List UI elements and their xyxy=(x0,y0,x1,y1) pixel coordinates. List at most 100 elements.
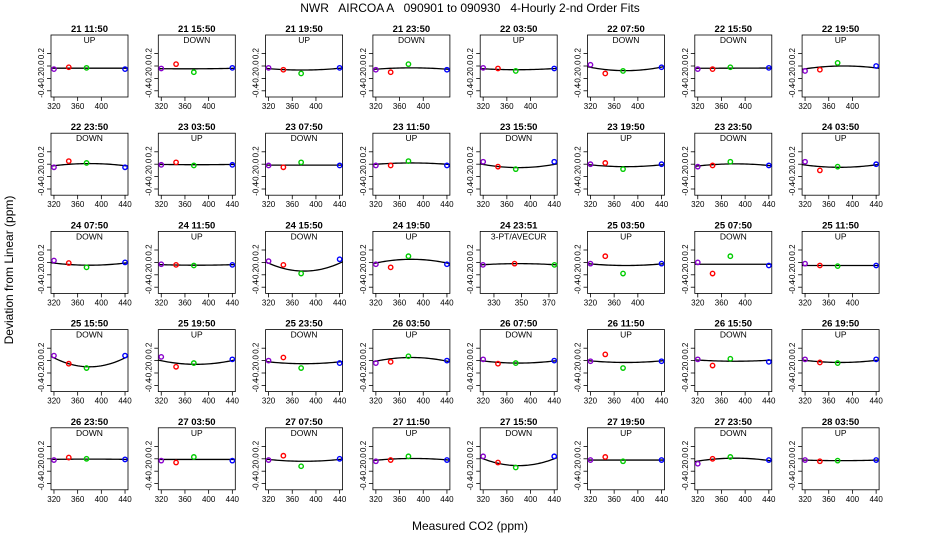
x-tick-label: 360 xyxy=(71,495,85,504)
panel-title: 21 23:50 xyxy=(393,24,431,35)
x-tick-label: 320 xyxy=(691,495,705,504)
y-tick-label: 0.2 xyxy=(681,342,690,354)
panel-title: 22 23:50 xyxy=(71,122,109,133)
y-tick-label: -0.4 xyxy=(574,182,583,196)
x-tick-label: 440 xyxy=(440,200,454,209)
x-tick-label: 400 xyxy=(95,495,109,504)
x-tick-label: 400 xyxy=(524,495,538,504)
x-tick-label: 360 xyxy=(71,397,85,406)
y-tick-label: 0.0 xyxy=(466,453,475,465)
fit-curve xyxy=(802,459,880,462)
panel-title: 24 15:50 xyxy=(285,220,323,231)
y-tick-label: 0.2 xyxy=(466,440,475,452)
data-point xyxy=(229,457,236,464)
x-tick-label: 320 xyxy=(584,298,598,307)
x-tick-label: 320 xyxy=(584,200,598,209)
x-tick-label: 440 xyxy=(762,200,776,209)
x-tick-label: 400 xyxy=(631,102,645,111)
data-point xyxy=(709,362,716,369)
data-point xyxy=(709,66,716,73)
x-tick-label: 330 xyxy=(487,298,501,307)
y-tick-label: -0.2 xyxy=(466,366,475,380)
data-point xyxy=(51,457,57,463)
data-point xyxy=(551,357,558,364)
panel-label: UP xyxy=(835,428,847,438)
x-tick-label: 320 xyxy=(798,102,812,111)
y-tick-label: -0.4 xyxy=(574,280,583,294)
y-tick-label: 0.2 xyxy=(144,342,153,354)
x-tick-label: 360 xyxy=(607,495,621,504)
x-tick-label: 360 xyxy=(393,495,407,504)
x-tick-label: 360 xyxy=(500,495,514,504)
y-tick-label: -0.2 xyxy=(37,169,46,183)
data-point xyxy=(387,162,394,169)
data-point xyxy=(265,64,272,71)
x-tick-label: 440 xyxy=(440,298,454,307)
y-tick-label: 0.2 xyxy=(681,244,690,256)
data-point xyxy=(873,356,880,363)
y-tick-label: -0.2 xyxy=(144,267,153,281)
panel-title: 27 23:50 xyxy=(715,417,753,428)
data-point xyxy=(65,64,72,71)
x-tick-label: 400 xyxy=(738,495,752,504)
y-tick-label: -0.4 xyxy=(574,476,583,490)
data-point xyxy=(122,352,128,359)
data-point xyxy=(122,66,128,73)
x-tick-label: 440 xyxy=(548,495,562,504)
data-point xyxy=(587,457,594,463)
data-point xyxy=(512,360,519,366)
panel-title: 25 11:50 xyxy=(822,220,859,231)
panel-242351: 24 23:513-PT/AVECUR -0.4-0.20.00.2 330 350 3… xyxy=(466,220,558,307)
data-point xyxy=(816,359,823,366)
data-point xyxy=(190,360,197,366)
x-tick-label: 360 xyxy=(500,200,514,209)
panel-label: UP xyxy=(835,330,847,340)
y-tick-label: 0.0 xyxy=(252,354,261,366)
data-point xyxy=(280,164,287,171)
y-tick-label: 0.2 xyxy=(359,146,368,158)
fit-curve xyxy=(801,65,880,70)
x-tick-label: 440 xyxy=(118,397,132,406)
y-tick-label: -0.2 xyxy=(466,169,475,183)
panel-label: DOWN xyxy=(720,330,747,340)
y-tick-label: -0.4 xyxy=(466,83,475,97)
fit-curve xyxy=(50,162,129,167)
x-tick-label: 400 xyxy=(417,397,431,406)
x-tick-label: 320 xyxy=(262,495,276,504)
x-tick-label: 320 xyxy=(155,102,169,111)
y-tick-label: 0.2 xyxy=(252,244,261,256)
data-point xyxy=(65,158,72,165)
data-point xyxy=(873,161,880,168)
data-point xyxy=(265,162,272,169)
x-tick-label: 400 xyxy=(631,397,645,406)
y-tick-label: 0.0 xyxy=(252,256,261,268)
x-tick-label: 440 xyxy=(869,200,883,209)
x-tick-label: 440 xyxy=(440,495,454,504)
data-point xyxy=(190,162,197,169)
panel-label: UP xyxy=(620,231,632,241)
x-tick-label: 400 xyxy=(95,102,109,111)
fit-curve xyxy=(372,356,451,363)
x-tick-label: 360 xyxy=(822,495,836,504)
panel-label: DOWN xyxy=(291,231,318,241)
y-tick-label: -0.2 xyxy=(788,169,797,183)
x-tick-label: 320 xyxy=(476,397,490,406)
y-tick-label: -0.4 xyxy=(466,476,475,490)
data-point xyxy=(51,164,57,171)
y-tick-label: 0.2 xyxy=(37,146,46,158)
panel-label: UP xyxy=(298,35,310,45)
x-tick-label: 440 xyxy=(655,495,669,504)
data-point xyxy=(229,261,236,268)
data-point xyxy=(387,69,394,76)
y-tick-label: -0.2 xyxy=(788,464,797,478)
fit-curve xyxy=(265,67,343,71)
